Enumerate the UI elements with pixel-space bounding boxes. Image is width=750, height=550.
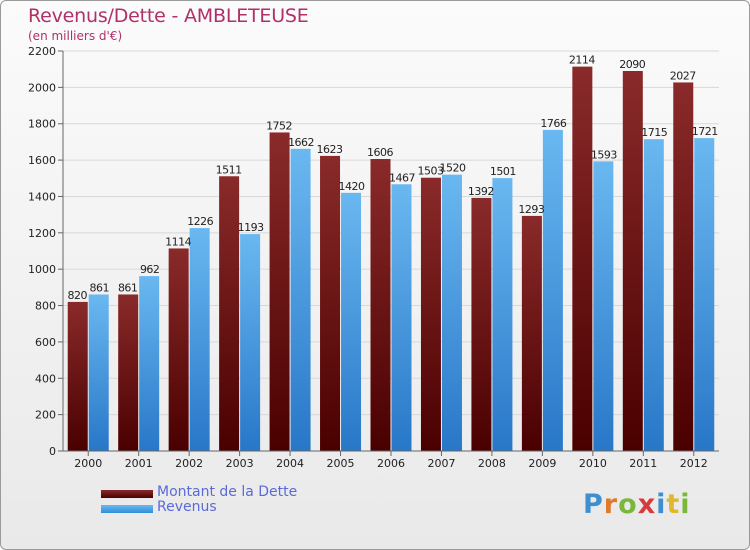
bar-debt: [320, 155, 341, 451]
bar-debt: [67, 301, 88, 451]
x-tick-label: 2000: [74, 457, 102, 470]
y-tick-label: 800: [35, 300, 56, 313]
x-tick-label: 2005: [327, 457, 355, 470]
y-tick-label: 1800: [28, 118, 56, 131]
data-label-debt: 2114: [569, 54, 595, 67]
logo-letter: i: [656, 489, 667, 520]
y-tick-label: 2000: [28, 81, 56, 94]
data-label-debt: 1503: [417, 165, 443, 178]
data-label-debt: 1114: [165, 235, 191, 248]
legend-label-debt: Montant de la Dette: [157, 484, 298, 500]
bar-revenue: [391, 184, 412, 452]
data-label-revenue: 1662: [288, 136, 314, 149]
grid-lines: [63, 50, 719, 416]
data-label-revenue: 1593: [591, 148, 617, 161]
bar-revenue: [240, 234, 261, 451]
data-label-revenue: 1715: [641, 126, 667, 139]
chart-subtitle: (en milliers d'€): [28, 29, 123, 43]
x-tick-label: 2011: [629, 457, 657, 470]
logo-letter: r: [603, 489, 619, 520]
data-label-revenue: 1501: [490, 165, 516, 178]
logo-letter: o: [618, 489, 638, 520]
bar-debt: [168, 248, 189, 451]
proxiti-logo: Proxiti: [583, 489, 691, 520]
y-tick-label: 0: [49, 445, 56, 458]
bar-debt: [572, 66, 593, 452]
data-label-revenue: 1766: [540, 117, 566, 130]
bar-revenue: [643, 139, 664, 451]
bar-revenue: [492, 178, 513, 451]
data-label-revenue: 861: [89, 281, 109, 294]
bar-revenue: [290, 148, 311, 451]
bar-debt: [521, 215, 542, 451]
data-label-debt: 2027: [670, 69, 696, 82]
x-tick-label: 2006: [377, 457, 405, 470]
data-label-revenue: 1420: [339, 180, 365, 193]
logo-letter: x: [637, 489, 657, 520]
data-label-revenue: 1721: [692, 125, 718, 138]
legend-label-revenue: Revenus: [157, 499, 217, 515]
data-label-debt: 1392: [468, 185, 494, 198]
bar-revenue: [341, 192, 362, 451]
axes: 0 200 400 600 800 1000 1200 1400 1600 1800 2000 220…: [28, 45, 719, 470]
x-tick-label: 2002: [175, 457, 203, 470]
bar-debt: [118, 294, 139, 451]
logo-letter: P: [583, 489, 604, 520]
x-tick-label: 2007: [427, 457, 455, 470]
bar-debt: [370, 159, 391, 451]
x-tick-label: 2004: [276, 457, 304, 470]
bar-debt: [471, 197, 492, 451]
data-label-revenue: 1520: [439, 162, 465, 175]
bar-revenue: [441, 174, 462, 452]
data-label-revenue: 1467: [389, 171, 415, 184]
data-label-debt: 820: [67, 289, 87, 302]
y-tick-label: 1000: [28, 263, 56, 276]
data-label-debt: 1606: [367, 146, 393, 159]
bar-revenue: [139, 276, 160, 451]
chart-title: Revenus/Dette - AMBLETEUSE: [28, 5, 309, 27]
bar-revenue: [189, 228, 210, 451]
logo-letter: i: [680, 489, 691, 520]
data-label-revenue: 962: [140, 263, 160, 276]
bar-revenue: [88, 294, 109, 451]
x-tick-label: 2001: [125, 457, 153, 470]
bar-debt: [622, 71, 643, 451]
bar-debt: [673, 82, 694, 452]
bar-revenue: [542, 129, 563, 451]
bars: [67, 66, 715, 452]
y-tick-label: 1600: [28, 154, 56, 167]
x-tick-label: 2012: [680, 457, 708, 470]
x-tick-label: 2010: [579, 457, 607, 470]
bar-revenue: [593, 161, 614, 451]
y-tick-label: 600: [35, 336, 56, 349]
x-tick-label: 2003: [226, 457, 254, 470]
legend-swatch-debt: [101, 490, 153, 498]
legend-swatch-revenue: [101, 505, 153, 513]
data-label-revenue: 1226: [187, 215, 213, 228]
bar-debt: [420, 177, 441, 451]
data-label-debt: 1293: [518, 203, 544, 216]
data-label-revenue: 1193: [238, 221, 264, 234]
y-tick-label: 1400: [28, 190, 56, 203]
y-tick-label: 400: [35, 372, 56, 385]
y-tick-label: 1200: [28, 227, 56, 240]
data-label-debt: 2090: [619, 58, 645, 71]
logo-letter: t: [666, 489, 681, 520]
bar-debt: [269, 132, 290, 452]
data-label-debt: 1511: [216, 163, 242, 176]
data-label-debt: 1623: [317, 143, 343, 156]
y-tick-label: 200: [35, 409, 56, 422]
data-label-debt: 861: [118, 281, 138, 294]
x-tick-label: 2009: [528, 457, 556, 470]
bar-debt: [219, 176, 240, 452]
bar-revenue: [694, 138, 715, 451]
x-tick-label: 2008: [478, 457, 506, 470]
data-label-debt: 1752: [266, 119, 292, 132]
y-tick-label: 2200: [28, 45, 56, 58]
